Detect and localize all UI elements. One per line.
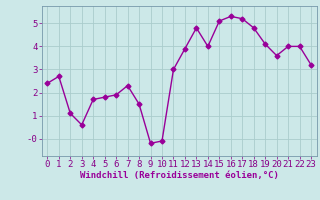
X-axis label: Windchill (Refroidissement éolien,°C): Windchill (Refroidissement éolien,°C)	[80, 171, 279, 180]
